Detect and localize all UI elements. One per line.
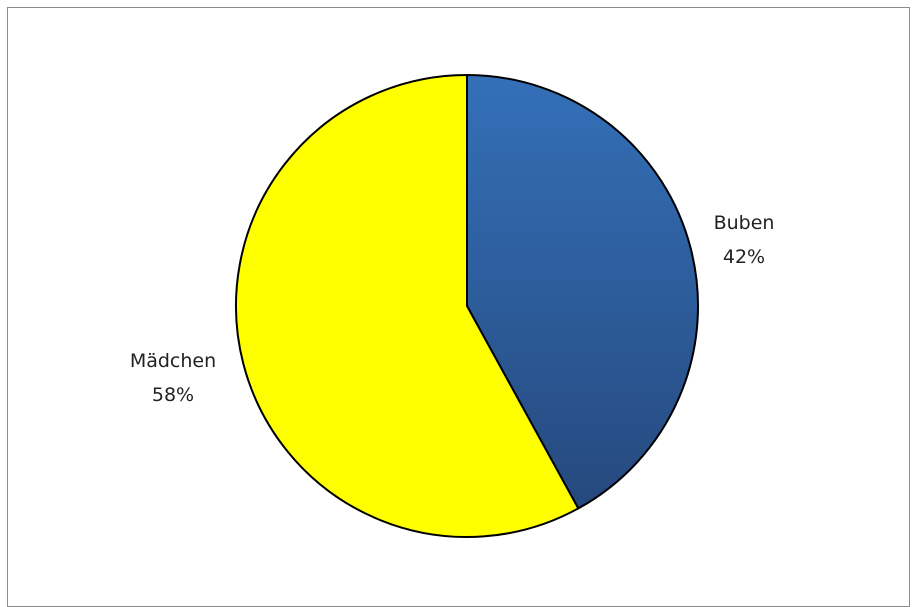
slice-label-name: Buben: [714, 212, 775, 234]
pie-slice-buben: [466, 74, 699, 510]
pie-slice-m-dchen: [235, 74, 580, 538]
slice-label-percent: 42%: [723, 246, 765, 268]
slice-label-percent: 58%: [152, 384, 194, 406]
slice-label-name: Mädchen: [130, 350, 216, 372]
